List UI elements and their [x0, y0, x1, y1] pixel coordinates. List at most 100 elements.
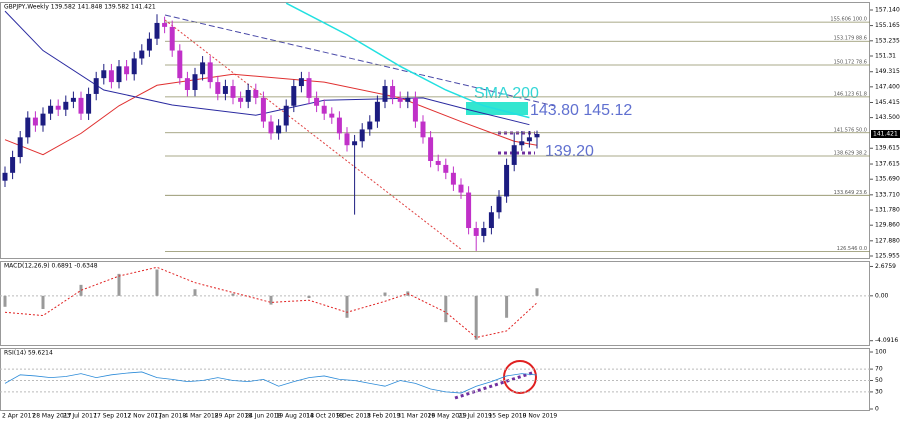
candle-body	[253, 89, 259, 98]
candle-body	[336, 117, 342, 134]
annotation: 139.20	[545, 143, 594, 160]
macd-bar	[155, 269, 159, 296]
y-tick-label: 100	[875, 349, 887, 356]
candle-body	[139, 50, 145, 59]
candle-body	[367, 121, 373, 130]
x-tick-label: 21 Jul 2019	[458, 413, 492, 420]
candle-body	[78, 97, 84, 114]
y-tick-label: 145.415	[875, 99, 900, 106]
x-tick-label: 3 Feb 2019	[367, 413, 401, 420]
x-tick-label: 12 Nov 2017	[124, 413, 163, 420]
candle-body	[86, 93, 92, 114]
fib-label: 141.576 50.0	[834, 127, 867, 133]
y-tick-label: 155.165	[875, 22, 900, 29]
rsi-trend-line	[454, 370, 536, 400]
x-tick-label: 7 Jan 2018	[154, 413, 186, 420]
candle-body	[10, 157, 16, 173]
y-tick-label: 129.860	[875, 222, 900, 229]
candle-body	[283, 105, 289, 126]
moving-average	[4, 10, 530, 126]
y-tick-label: 30	[875, 388, 883, 395]
candle-body	[63, 101, 69, 110]
moving-average	[4, 73, 538, 156]
candle-body	[526, 137, 532, 142]
fib-label: 126.546 0.0	[837, 246, 867, 252]
candle-body	[359, 129, 365, 142]
macd-bar	[231, 293, 235, 296]
y-tick-label: 147.400	[875, 83, 900, 90]
candle-body	[200, 62, 206, 75]
x-tick-label: 10 Nov 2019	[519, 413, 558, 420]
trend-line	[164, 19, 463, 251]
macd-bar	[444, 295, 448, 323]
candle-body	[131, 58, 137, 75]
trend-line	[164, 14, 556, 107]
candle-body	[511, 145, 517, 165]
y-tick-label: 125.955	[875, 253, 900, 260]
x-tick-label: 28 May 2017	[32, 413, 71, 420]
candle-body	[534, 133, 540, 138]
candle-body	[192, 74, 198, 90]
candle-body	[443, 164, 449, 173]
candle-body	[321, 105, 327, 114]
y-tick-label: 151.31	[875, 52, 896, 59]
x-tick-label: 19 Aug 2018	[276, 413, 315, 420]
candle-body	[245, 89, 251, 102]
y-tick-label: 131.780	[875, 207, 900, 214]
x-tick-label: 4 Mar 2018	[184, 413, 218, 420]
macd-label: MACD(12,26,9) 0.6891 -0.6348	[4, 263, 98, 270]
candle-body	[405, 97, 411, 102]
candle-body	[222, 86, 228, 94]
candle-body	[329, 113, 335, 118]
candle-body	[344, 133, 350, 146]
candle-body	[93, 78, 99, 94]
fib-label: 146.123 61.8	[834, 91, 867, 97]
candle-body	[55, 105, 61, 110]
candle-body	[276, 125, 282, 134]
candle-body	[466, 192, 472, 229]
macd-bar	[345, 295, 349, 318]
candle-body	[435, 160, 441, 165]
fib-label: 153.179 88.6	[834, 36, 867, 42]
candle-body	[390, 86, 396, 98]
x-tick-label: 31 Mar 2019	[397, 413, 435, 420]
y-tick-label: 135.690	[875, 176, 900, 183]
moving-average	[285, 2, 530, 119]
x-tick-label: 24 Jun 2018	[245, 413, 281, 420]
y-tick-label: 157.140	[875, 7, 900, 14]
candle-body	[519, 141, 525, 146]
macd-bar	[474, 295, 478, 340]
x-tick-label: 17 Sep 2017	[93, 413, 131, 420]
y-tick-label: 133.710	[875, 191, 900, 198]
candle-body	[169, 26, 175, 51]
candle-body	[40, 113, 46, 126]
candle-body	[412, 97, 418, 122]
y-tick-label: 137.615	[875, 161, 900, 168]
candle-body	[48, 105, 54, 114]
candle-body	[154, 22, 160, 39]
y-tick-label: 70	[875, 366, 883, 373]
x-tick-label: 9 Dec 2018	[336, 413, 371, 420]
candle-body	[382, 86, 388, 102]
macd-bar	[3, 295, 7, 307]
x-tick-label: 14 Oct 2018	[306, 413, 343, 420]
annotation: SMA 200	[474, 85, 539, 102]
x-tick-label: 23 Jul 2017	[63, 413, 97, 420]
candle-body	[25, 117, 31, 138]
rsi-line	[4, 371, 538, 394]
y-tick-label: 153.235	[875, 37, 900, 44]
rsi-label: RSI(14) 59.6214	[4, 350, 53, 357]
macd-bar	[269, 295, 273, 305]
candle-body	[215, 82, 221, 94]
candle-body	[268, 121, 274, 134]
macd-bar	[505, 295, 509, 318]
x-tick-label: 2 Apr 2017	[2, 413, 35, 420]
y-tick-label: 127.880	[875, 237, 900, 244]
y-tick-label: -4.0916	[875, 337, 898, 344]
fib-label: 155.606 100.0	[830, 17, 867, 23]
candle-body	[458, 184, 464, 193]
macd-bar	[383, 292, 387, 296]
y-tick-label: 149.315	[875, 68, 900, 75]
macd-bar	[307, 295, 311, 299]
candle-body	[260, 97, 266, 122]
